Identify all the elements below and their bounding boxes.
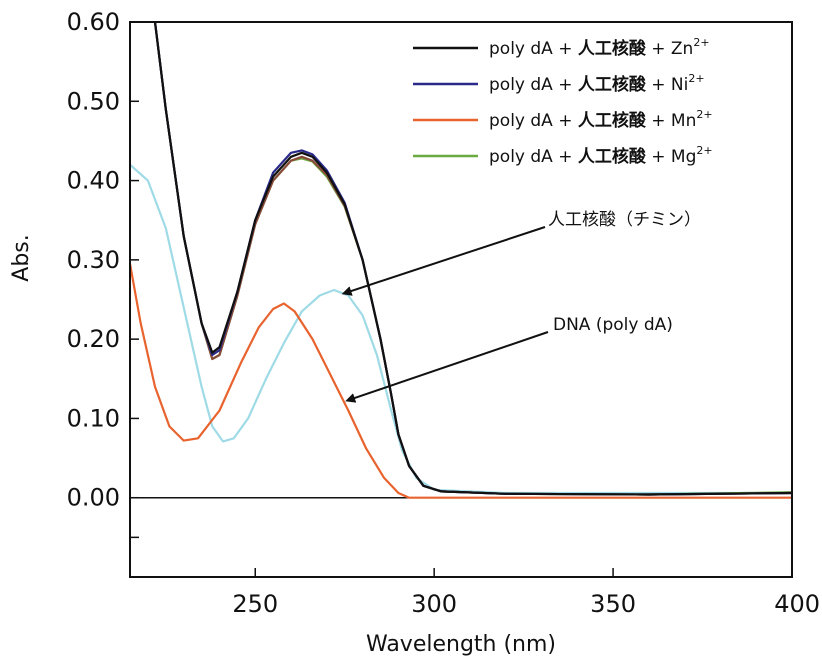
legend-entry: poly dA + 人工核酸 + Ni2+ (489, 72, 705, 95)
series-line-0 (153, 22, 792, 496)
series-group (130, 22, 792, 499)
legend-entry: poly dA + 人工核酸 + Zn2+ (489, 36, 710, 59)
legend: poly dA + 人工核酸 + Zn2+ poly dA + 人工核酸 + Ni… (413, 36, 713, 167)
x-axis-ticks: 250 300 350 400 (232, 568, 820, 618)
y-tick-label: 0.40 (67, 167, 120, 195)
x-tick-label: 400 (774, 590, 820, 618)
y-tick-label: 0.20 (67, 325, 120, 353)
legend-entry: poly dA + 人工核酸 + Mg2+ (489, 144, 713, 167)
annotation-label-dna: DNA (poly dA) (553, 315, 673, 335)
y-tick-label: 0.60 (67, 8, 120, 36)
legend-entry: poly dA + 人工核酸 + Mn2+ (489, 108, 713, 131)
y-tick-label: 0.30 (67, 246, 120, 274)
annotations: 人工核酸（チミン） DNA (poly dA) (341, 210, 701, 403)
series-line-3 (153, 22, 792, 496)
y-axis-ticks: 0.60 0.50 0.40 0.30 0.20 0.10 0.00 (67, 8, 139, 539)
y-tick-label: 0.00 (67, 484, 120, 512)
annotation-arrow-artificial-nucleic-acid (341, 226, 546, 296)
x-tick-label: 250 (232, 590, 278, 618)
x-axis-title: Wavelength (nm) (366, 632, 556, 657)
x-tick-label: 350 (590, 590, 636, 618)
plot-frame (129, 21, 793, 578)
y-tick-label: 0.50 (67, 87, 120, 115)
y-tick-label: 0.10 (67, 404, 120, 432)
series-line-5 (130, 263, 792, 499)
x-tick-label: 300 (411, 590, 457, 618)
y-axis-title: Abs. (9, 234, 34, 281)
series-line-1 (153, 22, 792, 496)
annotation-arrow-dna (345, 331, 549, 403)
series-line-2 (153, 22, 792, 496)
annotation-label-artificial-nucleic-acid: 人工核酸（チミン） (548, 210, 701, 230)
